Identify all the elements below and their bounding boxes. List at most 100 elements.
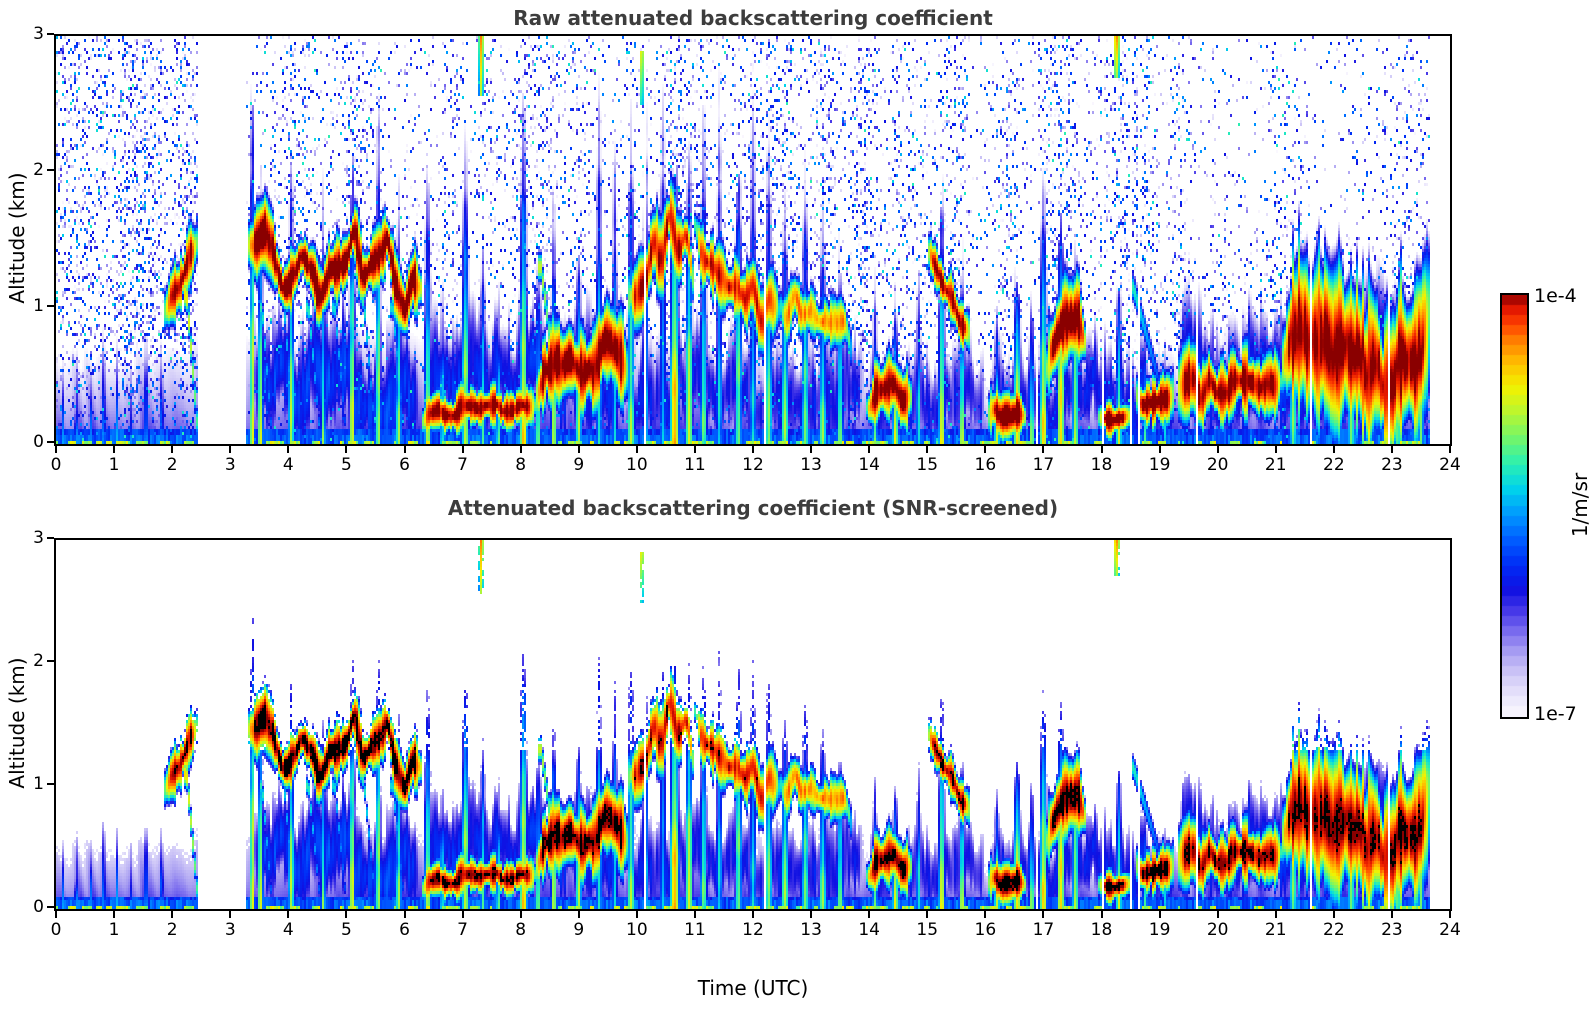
x-tick-label: 21 <box>1264 920 1287 940</box>
x-tick-label: 12 <box>742 455 764 475</box>
x-tick-label: 16 <box>974 920 997 940</box>
colorbar-min-label: 1e-7 <box>1534 703 1577 725</box>
x-tick-label: 1 <box>108 920 120 940</box>
x-tick-label: 18 <box>1090 920 1113 940</box>
colorbar-max-label: 1e-4 <box>1534 285 1577 307</box>
x-tick-label: 11 <box>684 455 706 475</box>
x-tick-label: 15 <box>916 455 939 475</box>
y-tick-label: 0 <box>33 897 44 917</box>
x-tick-label: 20 <box>1206 455 1229 475</box>
x-tick-mark <box>926 446 929 453</box>
x-tick-mark <box>693 446 696 453</box>
x-tick-label: 0 <box>50 920 62 940</box>
x-tick-mark <box>577 446 580 453</box>
x-tick-mark <box>403 446 406 453</box>
x-tick-label: 17 <box>1032 920 1055 940</box>
colorbar <box>1500 293 1529 719</box>
x-tick-mark <box>1216 446 1219 453</box>
x-tick-label: 18 <box>1090 455 1113 475</box>
x-tick-label: 19 <box>1148 455 1171 475</box>
y-tick-mark <box>47 537 54 539</box>
x-tick-label: 9 <box>573 455 585 475</box>
x-tick-mark <box>1332 446 1335 453</box>
x-tick-mark <box>113 911 116 918</box>
x-tick-mark <box>1449 446 1451 453</box>
x-axis-label: Time (UTC) <box>697 976 809 1000</box>
x-tick-label: 2 <box>166 455 178 475</box>
x-tick-mark <box>345 446 348 453</box>
x-tick-label: 12 <box>742 920 764 940</box>
x-tick-mark <box>1100 911 1103 918</box>
y-tick-label: 1 <box>33 774 44 794</box>
y-axis-label-screened: Altitude (km) <box>5 657 29 789</box>
x-tick-mark <box>1332 911 1335 918</box>
y-tick-mark <box>47 783 54 785</box>
y-tick-mark <box>47 441 54 443</box>
x-tick-label: 8 <box>515 920 527 940</box>
x-tick-mark <box>461 446 464 453</box>
x-tick-mark <box>229 446 232 453</box>
x-tick-label: 22 <box>1323 920 1345 940</box>
x-tick-mark <box>461 911 464 918</box>
x-tick-label: 1 <box>108 455 120 475</box>
x-tick-mark <box>171 911 174 918</box>
x-tick-label: 23 <box>1381 920 1403 940</box>
x-tick-label: 3 <box>224 920 236 940</box>
x-tick-mark <box>55 446 57 453</box>
y-tick-label: 2 <box>33 160 44 180</box>
x-tick-label: 14 <box>858 920 880 940</box>
x-tick-label: 23 <box>1381 455 1403 475</box>
x-tick-label: 24 <box>1439 920 1461 940</box>
y-tick-label: 2 <box>33 651 44 671</box>
x-tick-mark <box>1390 911 1393 918</box>
x-tick-label: 10 <box>626 455 648 475</box>
screened-panel-title: Attenuated backscattering coefficient (S… <box>447 496 1059 520</box>
screened-panel <box>54 538 1452 911</box>
x-tick-mark <box>1390 446 1393 453</box>
x-tick-mark <box>519 446 522 453</box>
x-tick-label: 22 <box>1323 455 1345 475</box>
x-tick-label: 24 <box>1439 455 1461 475</box>
x-tick-label: 7 <box>457 455 468 475</box>
y-tick-mark <box>47 305 54 307</box>
x-tick-label: 16 <box>974 455 997 475</box>
y-tick-mark <box>47 906 54 908</box>
raw-heatmap-canvas <box>56 36 1450 444</box>
y-tick-label: 3 <box>33 24 44 44</box>
x-tick-label: 13 <box>800 920 822 940</box>
x-tick-label: 5 <box>340 920 352 940</box>
x-tick-mark <box>1158 446 1161 453</box>
x-tick-label: 9 <box>573 920 585 940</box>
x-tick-mark <box>984 911 987 918</box>
x-tick-mark <box>810 911 813 918</box>
x-tick-mark <box>1100 446 1103 453</box>
x-tick-mark <box>868 911 871 918</box>
x-tick-mark <box>693 911 696 918</box>
y-axis-label-raw: Altitude (km) <box>5 172 29 304</box>
y-tick-label: 1 <box>33 296 44 316</box>
x-tick-label: 2 <box>166 920 178 940</box>
y-tick-label: 3 <box>33 528 44 548</box>
x-tick-label: 8 <box>515 455 527 475</box>
x-tick-mark <box>345 911 348 918</box>
x-tick-mark <box>1449 911 1451 918</box>
colorbar-unit-label: 1/m/sr <box>1568 472 1592 538</box>
raw-panel-title: Raw attenuated backscattering coefficien… <box>513 6 993 30</box>
y-tick-mark <box>47 169 54 171</box>
x-tick-mark <box>287 446 290 453</box>
x-tick-mark <box>1216 911 1219 918</box>
x-tick-mark <box>635 446 638 453</box>
y-tick-label: 0 <box>33 432 44 452</box>
y-tick-mark <box>47 33 54 35</box>
x-tick-mark <box>113 446 116 453</box>
x-tick-label: 17 <box>1032 455 1055 475</box>
x-tick-label: 4 <box>282 455 294 475</box>
x-tick-label: 5 <box>340 455 352 475</box>
x-tick-label: 11 <box>684 920 706 940</box>
x-tick-label: 19 <box>1148 920 1171 940</box>
x-tick-label: 14 <box>858 455 880 475</box>
x-tick-mark <box>1042 911 1045 918</box>
x-tick-mark <box>810 446 813 453</box>
x-tick-label: 6 <box>399 920 410 940</box>
x-tick-mark <box>752 446 754 453</box>
